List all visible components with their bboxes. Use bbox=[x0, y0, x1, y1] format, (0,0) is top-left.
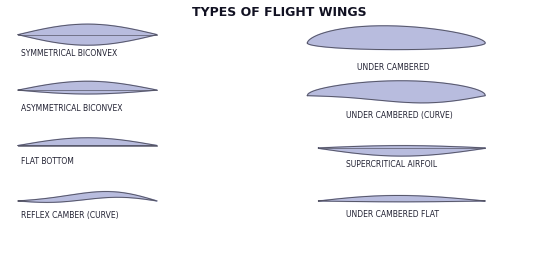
Text: UNDER CAMBERED: UNDER CAMBERED bbox=[357, 63, 430, 72]
Polygon shape bbox=[307, 26, 485, 50]
Polygon shape bbox=[319, 195, 485, 202]
Polygon shape bbox=[18, 138, 157, 146]
Text: TYPES OF FLIGHT WINGS: TYPES OF FLIGHT WINGS bbox=[192, 6, 367, 18]
Text: ASYMMETRICAL BICONVEX: ASYMMETRICAL BICONVEX bbox=[21, 104, 122, 113]
Text: UNDER CAMBERED (CURVE): UNDER CAMBERED (CURVE) bbox=[346, 111, 453, 120]
Polygon shape bbox=[18, 81, 157, 94]
Polygon shape bbox=[307, 81, 485, 103]
Text: UNDER CAMBERED FLAT: UNDER CAMBERED FLAT bbox=[346, 210, 439, 219]
Text: SYMMETRICAL BICONVEX: SYMMETRICAL BICONVEX bbox=[21, 48, 117, 57]
Text: SUPERCRITICAL AIRFOIL: SUPERCRITICAL AIRFOIL bbox=[346, 160, 437, 169]
Polygon shape bbox=[319, 146, 485, 156]
Text: FLAT BOTTOM: FLAT BOTTOM bbox=[21, 157, 74, 166]
Text: REFLEX CAMBER (CURVE): REFLEX CAMBER (CURVE) bbox=[21, 211, 119, 220]
Polygon shape bbox=[18, 24, 157, 45]
Polygon shape bbox=[18, 192, 157, 202]
